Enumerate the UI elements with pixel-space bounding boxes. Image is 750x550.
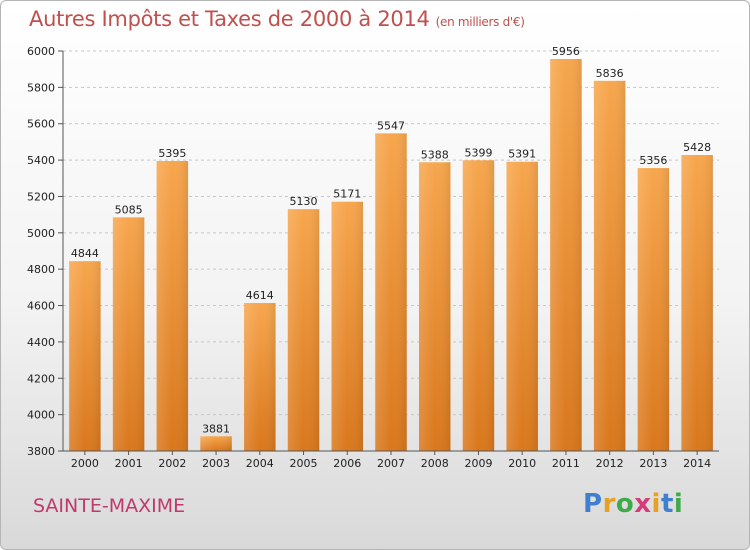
x-tick-label: 2004	[246, 457, 274, 470]
y-tick-label: 5200	[27, 190, 55, 203]
bar-shade	[287, 209, 320, 451]
x-tick-label: 2010	[508, 457, 536, 470]
bar-shade	[637, 168, 670, 451]
bar-value-label: 5395	[158, 147, 186, 160]
y-tick-label: 5000	[27, 227, 55, 240]
bar-value-label: 3881	[202, 422, 230, 435]
logo-letter: o	[615, 489, 635, 519]
x-tick-label: 2006	[333, 457, 361, 470]
bar-shade	[550, 59, 582, 451]
logo-letter: x	[634, 489, 652, 519]
bar-shade	[331, 201, 364, 451]
x-tick-label: 2014	[683, 457, 711, 470]
bar-shade	[418, 162, 451, 452]
bar-value-label: 5085	[115, 203, 143, 216]
bar-value-label: 4614	[246, 289, 274, 302]
bar-value-label: 5356	[639, 154, 667, 167]
bar-shade	[681, 155, 713, 451]
title-text: Autres Impôts et Taxes de 2000 à 2014	[29, 7, 430, 31]
y-tick-label: 6000	[27, 45, 55, 58]
bar-shade	[506, 161, 538, 451]
logo-letter: i	[651, 489, 661, 519]
bar-shade	[593, 80, 626, 452]
y-tick-label: 3800	[27, 445, 55, 458]
bar-shade	[69, 261, 101, 451]
x-tick-label: 2008	[421, 457, 449, 470]
x-tick-label: 2005	[290, 457, 318, 470]
y-tick-label: 4200	[27, 372, 55, 385]
x-tick-label: 2000	[71, 457, 99, 470]
bar-shade	[112, 217, 145, 451]
bar-value-label: 5391	[508, 148, 536, 161]
bar-value-label: 5399	[464, 146, 492, 159]
bar-value-label: 5388	[421, 148, 449, 161]
bar-shade	[200, 436, 232, 451]
bar-value-label: 4844	[71, 247, 99, 260]
bar-value-label: 5171	[333, 188, 361, 201]
logo-letter: i	[673, 489, 684, 519]
y-tick-label: 4000	[27, 409, 55, 422]
bar-value-label: 5836	[596, 67, 624, 80]
bar-value-label: 5130	[290, 195, 318, 208]
bar-shade	[462, 160, 495, 452]
y-tick-label: 4600	[27, 300, 55, 313]
logo-letter: P	[583, 489, 603, 519]
bar-value-label: 5956	[552, 45, 580, 58]
x-tick-label: 2011	[552, 457, 580, 470]
x-tick-label: 2013	[639, 457, 667, 470]
x-tick-label: 2012	[596, 457, 624, 470]
x-tick-label: 2009	[464, 457, 492, 470]
y-tick-label: 5800	[27, 81, 55, 94]
chart-title: Autres Impôts et Taxes de 2000 à 2014 (en…	[29, 7, 525, 31]
bar-shade	[244, 303, 276, 451]
proxiti-logo: Proxiti	[583, 489, 683, 519]
y-tick-label: 5600	[27, 118, 55, 131]
bar-value-label: 5547	[377, 119, 405, 132]
bar-value-label: 5428	[683, 141, 711, 154]
x-tick-label: 2001	[115, 457, 143, 470]
y-tick-label: 5400	[27, 154, 55, 167]
x-tick-label: 2003	[202, 457, 230, 470]
y-tick-label: 4400	[27, 336, 55, 349]
logo-letter: r	[602, 489, 616, 519]
logo-letter: t	[660, 489, 674, 519]
city-name: SAINTE-MAXIME	[33, 495, 186, 517]
bar-shade	[156, 161, 189, 451]
x-tick-label: 2002	[158, 457, 186, 470]
bar-shade	[375, 133, 407, 451]
title-unit: (en milliers d'€)	[435, 15, 525, 29]
x-tick-label: 2007	[377, 457, 405, 470]
y-tick-label: 4800	[27, 263, 55, 276]
